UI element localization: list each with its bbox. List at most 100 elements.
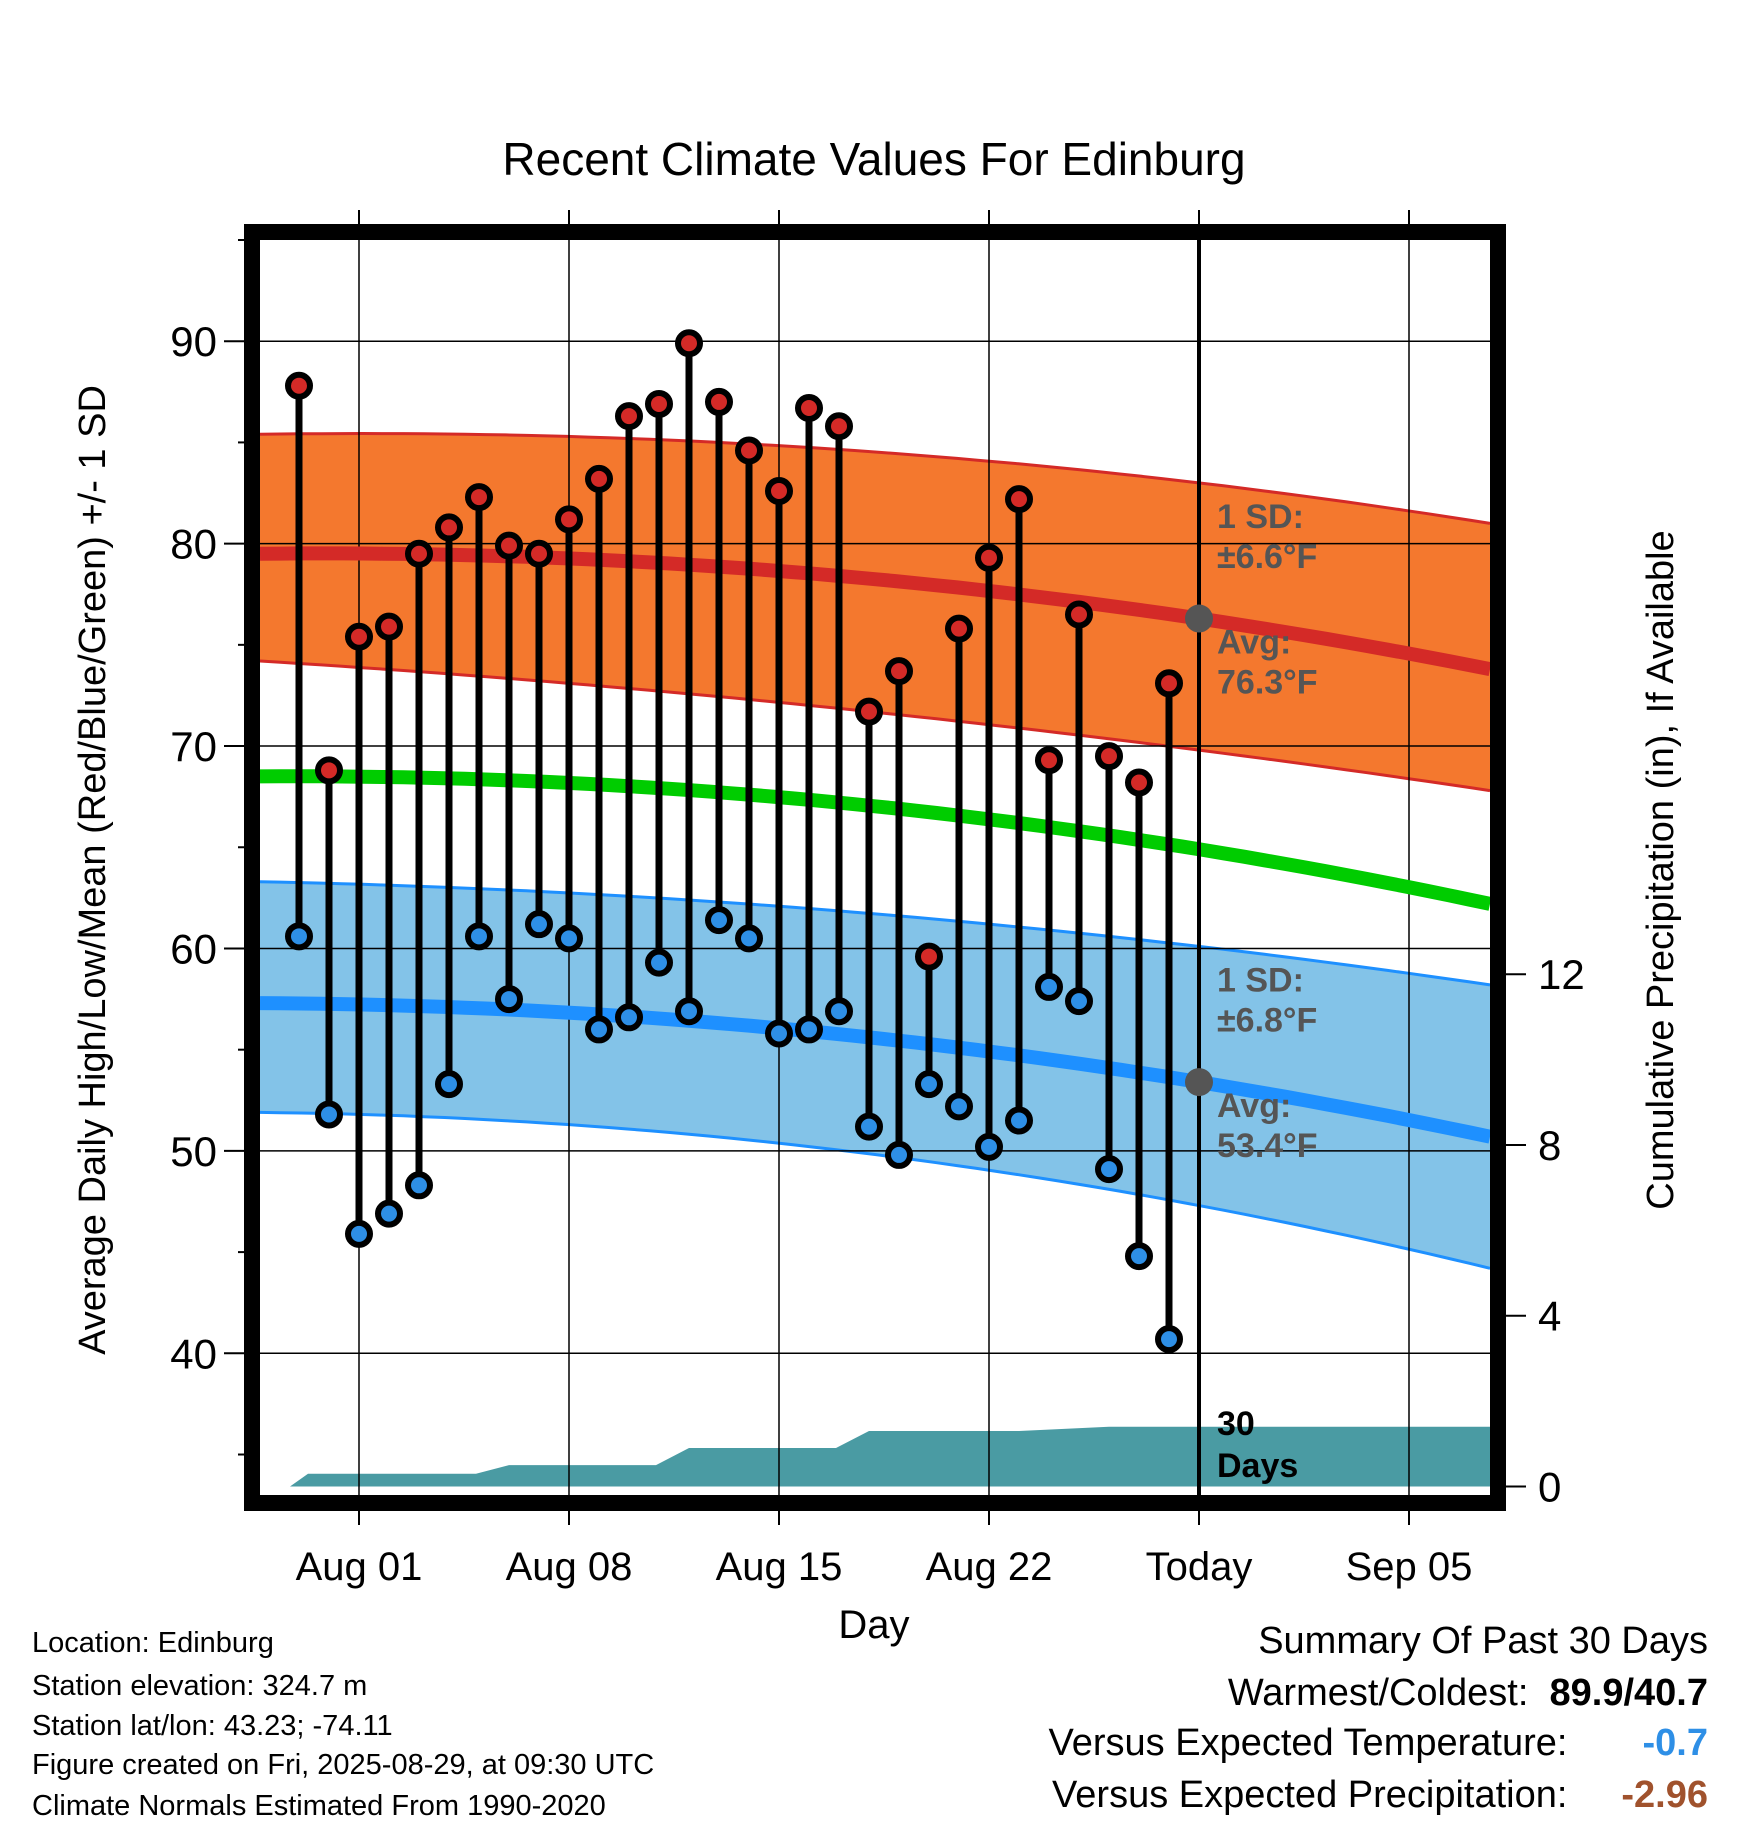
daily-low-point — [405, 1171, 433, 1200]
daily-high-point — [1095, 742, 1123, 771]
daily-high-point — [1125, 768, 1153, 797]
today-low-avg-marker — [1185, 1068, 1213, 1097]
daily-high-point — [405, 539, 433, 568]
x-tick-label: Aug 22 — [926, 1545, 1053, 1589]
plot-border — [244, 224, 1506, 1511]
summary-warmest-value: 89.9/40.7 — [1549, 1672, 1708, 1714]
daily-high-point — [855, 697, 883, 726]
daily-high-point — [555, 505, 583, 534]
daily-low-point — [435, 1070, 463, 1099]
low-sd-label: 1 SD: — [1217, 961, 1304, 999]
daily-low-point — [675, 997, 703, 1026]
y-tick-label-left: 80 — [170, 521, 217, 568]
daily-low-point — [915, 1070, 943, 1099]
daily-high-point — [1035, 746, 1063, 775]
daily-high-point — [495, 531, 523, 560]
x-tick-label: Today — [1146, 1545, 1253, 1589]
mean-avg-line — [259, 769, 1492, 911]
daily-high-point — [1065, 600, 1093, 629]
daily-low-point — [1095, 1155, 1123, 1184]
daily-high-point — [735, 436, 763, 465]
summary-precip-row: Versus Expected Precipitation: -2.96 — [1052, 1774, 1708, 1817]
daily-high-point — [795, 394, 823, 423]
y-tick-label-right: 12 — [1538, 951, 1585, 998]
daily-high-point — [1005, 485, 1033, 514]
daily-high-point — [1155, 669, 1183, 698]
summary-temp-label: Versus Expected Temperature: — [1048, 1722, 1568, 1764]
summary-title: Summary Of Past 30 Days — [1258, 1620, 1708, 1662]
y-axis-label-right: Cumulative Precipitation (in), If Availa… — [1640, 530, 1682, 1209]
daily-high-point — [825, 412, 853, 441]
daily-high-point — [375, 612, 403, 641]
x-tick-label: Sep 05 — [1346, 1545, 1473, 1589]
daily-low-point — [555, 924, 583, 953]
daily-high-point — [885, 657, 913, 686]
daily-high-point — [315, 756, 343, 785]
summary-precip-label: Versus Expected Precipitation: — [1052, 1774, 1568, 1816]
summary-warmest-row: Warmest/Coldest: 89.9/40.7 — [1228, 1672, 1708, 1715]
low-sd-upper-edge — [259, 880, 1491, 987]
y-tick-label-right: 0 — [1538, 1463, 1561, 1510]
info-latlon: Station lat/lon: 43.23; -74.11 — [32, 1710, 393, 1742]
daily-low-point — [795, 1015, 823, 1044]
high-sd-value: ±6.6°F — [1217, 538, 1317, 576]
daily-low-point — [285, 922, 313, 951]
daily-low-point — [525, 910, 553, 939]
info-location: Location: Edinburg — [32, 1627, 274, 1659]
low-avg-label: Avg: — [1217, 1087, 1291, 1125]
daily-low-point — [855, 1112, 883, 1141]
chart-title: Recent Climate Values For Edinburg — [502, 133, 1245, 185]
low-sd-lower-edge — [259, 1110, 1491, 1270]
today-high-avg-marker — [1185, 604, 1213, 633]
info-normals: Climate Normals Estimated From 1990-2020 — [32, 1790, 606, 1822]
days-count-label: 30 — [1217, 1405, 1255, 1443]
days-unit-label: Days — [1217, 1447, 1298, 1485]
daily-low-point — [945, 1092, 973, 1121]
daily-high-point — [285, 371, 313, 400]
daily-low-point — [1155, 1325, 1183, 1354]
daily-high-point — [975, 543, 1003, 572]
y-tick-label-right: 8 — [1538, 1122, 1561, 1169]
low-sd-band — [260, 881, 1490, 1269]
daily-high-point — [585, 464, 613, 493]
high-sd-label: 1 SD: — [1217, 498, 1304, 536]
daily-low-point — [705, 906, 733, 935]
daily-high-point — [765, 477, 793, 505]
precipitation-area — [260, 1426, 1490, 1487]
daily-low-point — [615, 1003, 643, 1032]
y-axis-label-left: Average Daily High/Low/Mean (Red/Blue/Gr… — [72, 385, 114, 1355]
y-tick-label-left: 40 — [170, 1330, 217, 1377]
daily-high-point — [645, 389, 673, 418]
y-tick-label-right: 4 — [1538, 1293, 1561, 1340]
summary-temp-row: Versus Expected Temperature: -0.7 — [1049, 1722, 1708, 1765]
axes: 40 50 60 70 80 90 0 4 8 12 Aug 01 Aug 08 Aug 15 Aug 2… — [170, 210, 1585, 1589]
daily-high-point — [705, 387, 733, 416]
daily-high-point — [675, 329, 703, 358]
daily-low-point — [765, 1019, 793, 1048]
info-elevation: Station elevation: 324.7 m — [32, 1670, 368, 1702]
daily-high-point — [915, 942, 943, 971]
summary-temp-value: -0.7 — [1642, 1722, 1708, 1764]
daily-low-point — [345, 1219, 373, 1248]
daily-high-point — [525, 539, 553, 568]
low-avg-line — [259, 996, 1492, 1144]
low-sd-value: ±6.8°F — [1217, 1001, 1317, 1039]
high-avg-label: Avg: — [1217, 624, 1291, 662]
daily-low-point — [375, 1199, 403, 1228]
summary-precip-value: -2.96 — [1621, 1774, 1708, 1816]
high-avg-line — [259, 546, 1492, 676]
low-avg-value: 53.4°F — [1217, 1127, 1318, 1165]
y-tick-label-left: 60 — [170, 925, 217, 972]
daily-low-point — [1005, 1106, 1033, 1135]
y-tick-label-left: 90 — [170, 318, 217, 365]
daily-low-point — [465, 922, 493, 951]
plot-frame — [244, 224, 1506, 1511]
daily-low-point — [975, 1132, 1003, 1161]
x-tick-label: Aug 01 — [296, 1545, 423, 1589]
x-axis-label: Day — [838, 1603, 909, 1647]
x-tick-label: Aug 15 — [716, 1545, 843, 1589]
high-sd-band — [260, 433, 1490, 791]
daily-low-point — [825, 997, 853, 1026]
